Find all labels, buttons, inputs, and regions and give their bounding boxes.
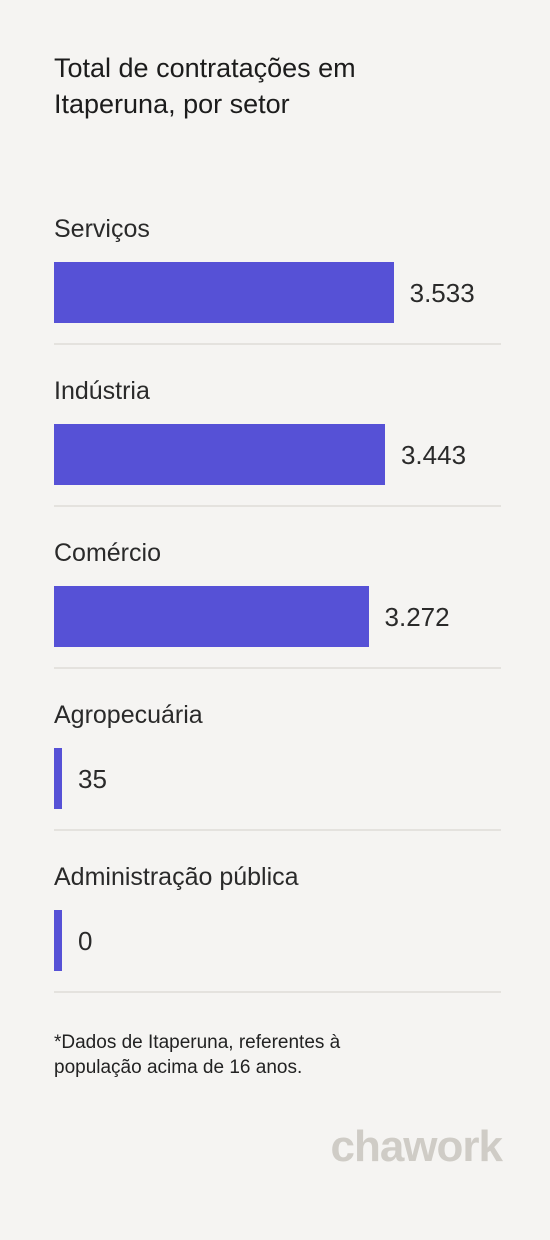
category-label: Agropecuária (54, 701, 203, 729)
footnote: *Dados de Itaperuna, referentes à popula… (54, 1032, 341, 1078)
row-divider (54, 991, 501, 993)
bar (54, 424, 385, 485)
bar (54, 262, 394, 323)
category-label: Administração pública (54, 863, 299, 891)
value-label: 0 (78, 926, 93, 956)
row-divider (54, 343, 501, 345)
category-label: Serviços (54, 215, 150, 243)
bar-rows: Serviços 3.533 Indústria 3.443 Comércio 3.272… (54, 210, 501, 1020)
value-label: 3.272 (384, 602, 450, 632)
bar (54, 910, 62, 971)
bar-row: Serviços 3.533 (54, 210, 501, 372)
category-label: Indústria (54, 377, 150, 405)
bar-row: Agropecuária 35 (54, 696, 501, 858)
bar (54, 748, 62, 809)
row-divider (54, 505, 501, 507)
row-divider (54, 829, 501, 831)
value-label: 35 (78, 764, 107, 794)
bar-row: Comércio 3.272 (54, 534, 501, 696)
value-label: 3.443 (400, 440, 467, 470)
row-divider (54, 667, 501, 669)
chart-title: Total de contratações em Itaperuna, por … (54, 53, 356, 119)
bar-row: Indústria 3.443 (54, 372, 501, 534)
bar (54, 586, 369, 647)
value-label: 3.533 (409, 278, 475, 308)
bar-row: Administração pública 0 (54, 858, 501, 1020)
chawork-logo: chawork (330, 1122, 503, 1171)
category-label: Comércio (54, 539, 161, 567)
